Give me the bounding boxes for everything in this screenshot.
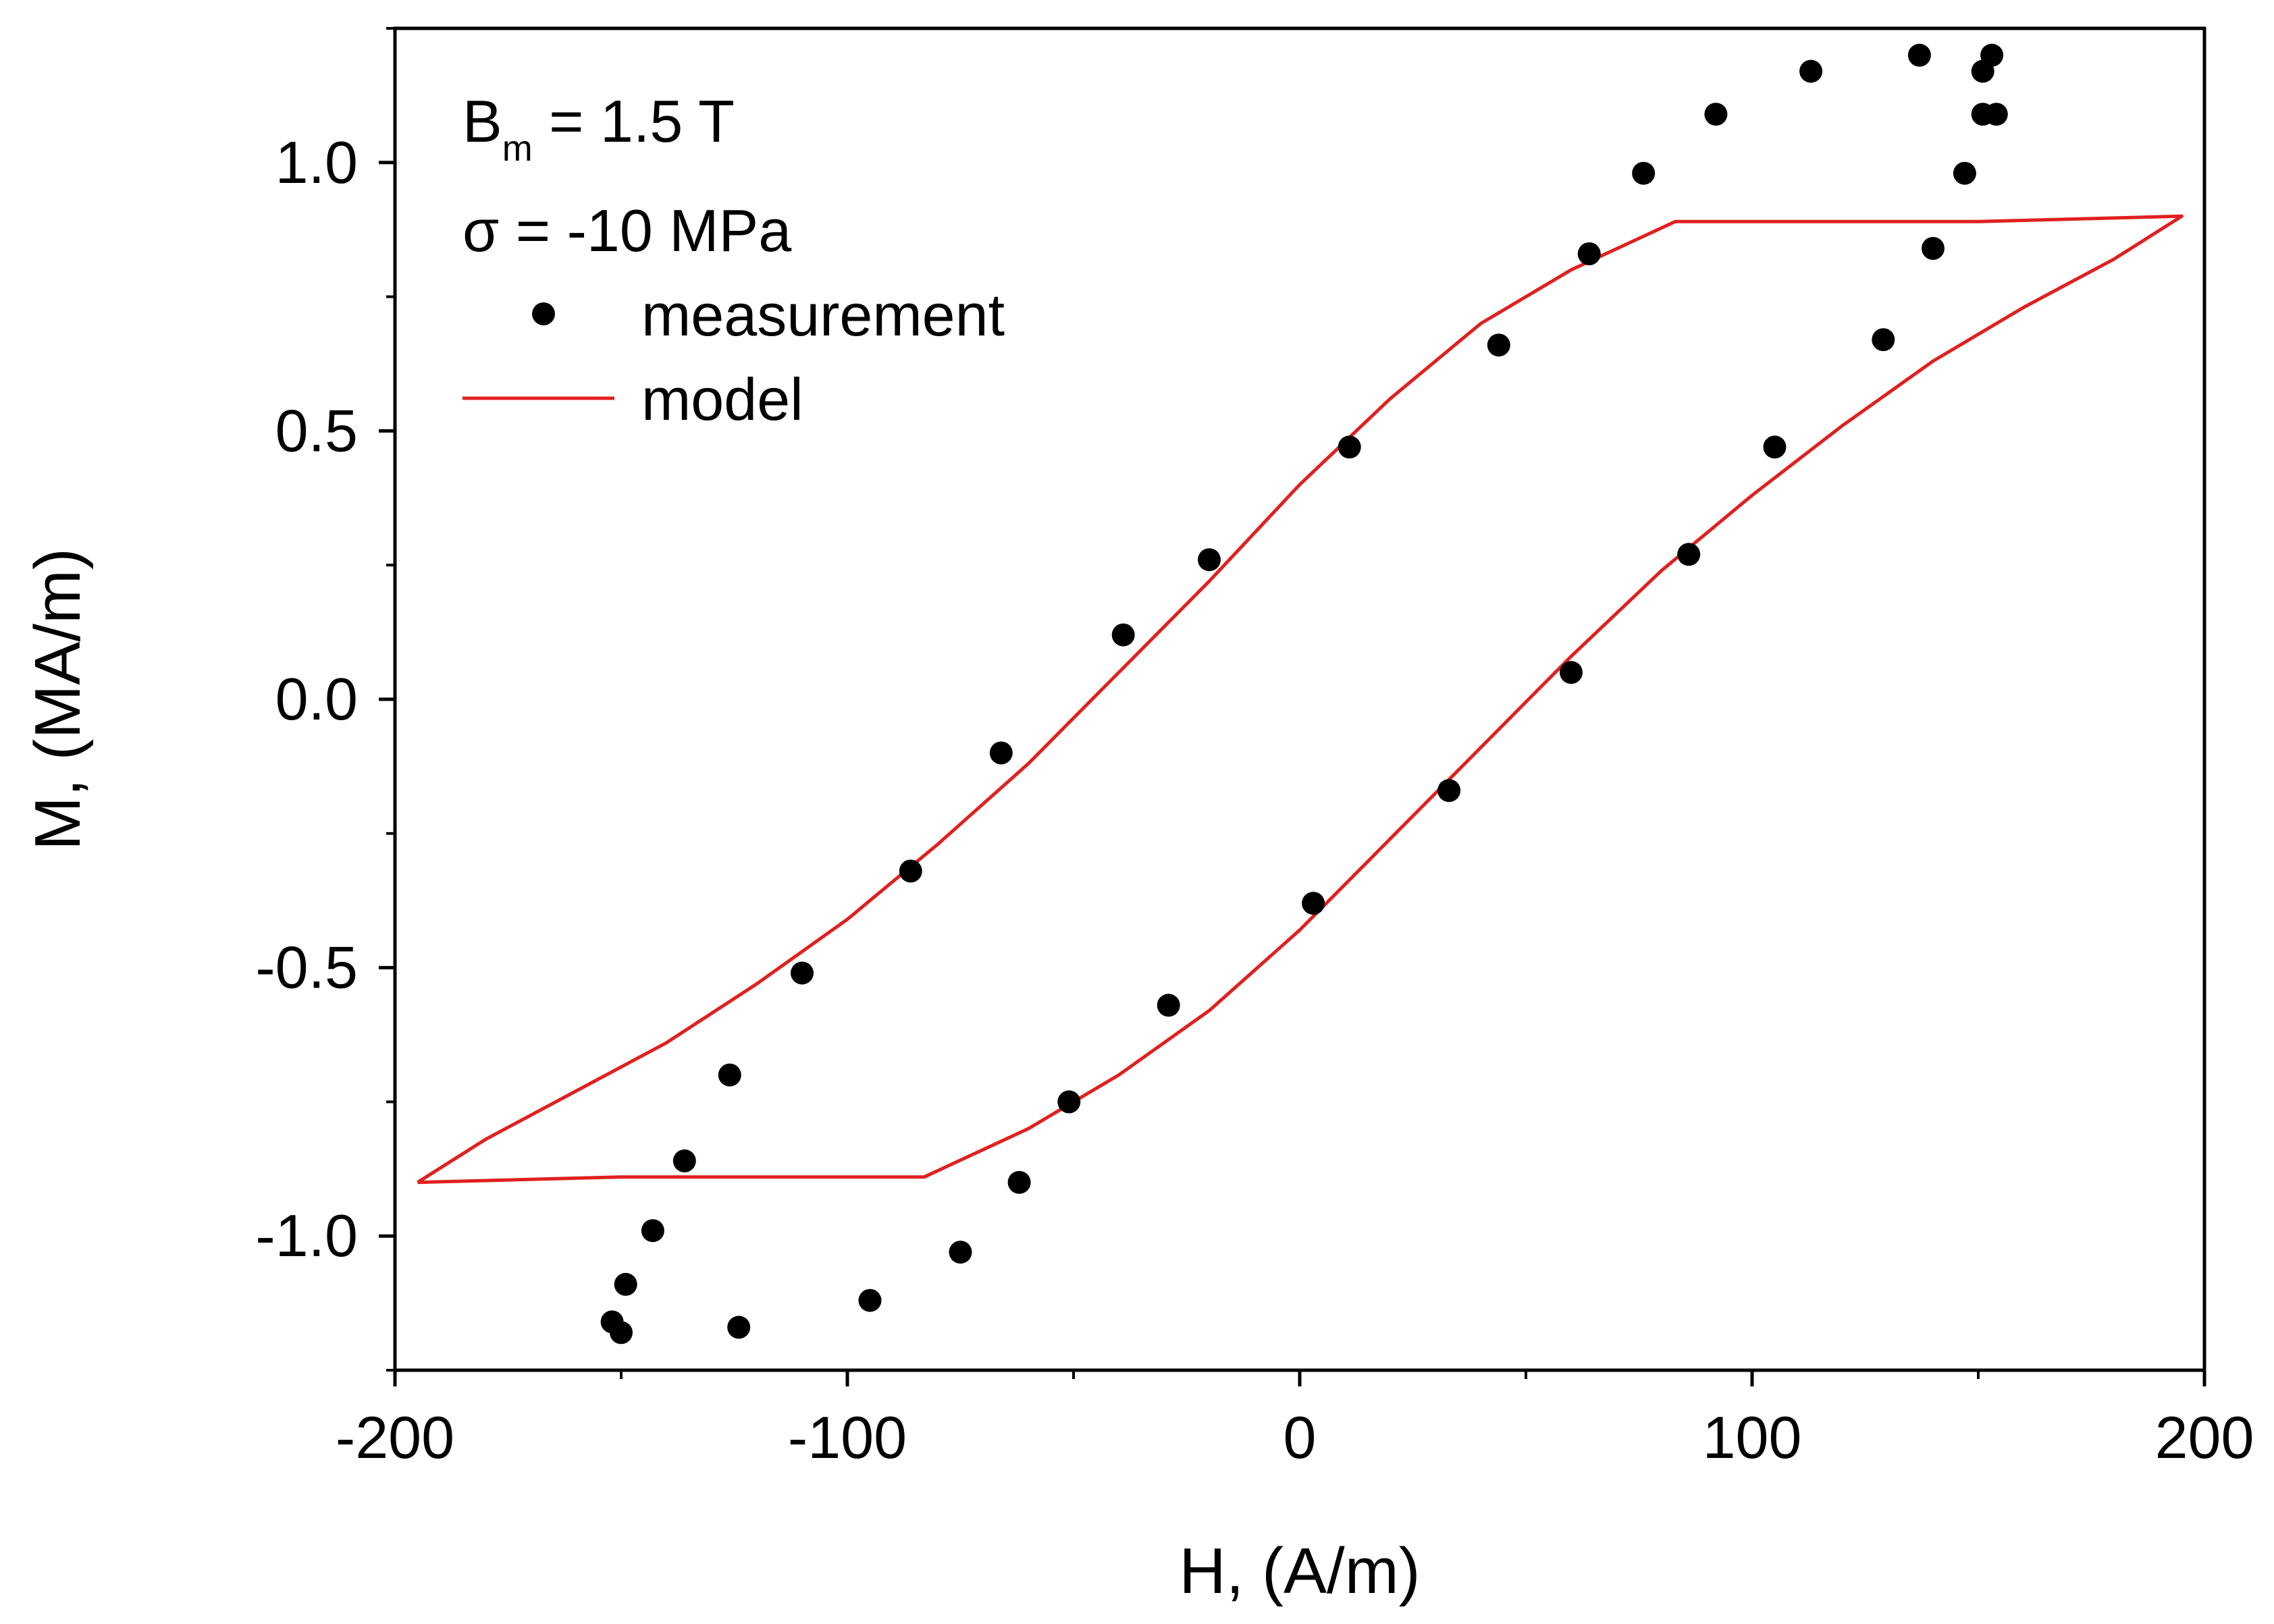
x-tick-label: -200 <box>336 1404 454 1471</box>
measurement-point <box>614 1272 637 1296</box>
measurement-point <box>1007 1170 1031 1194</box>
measurement-point <box>1799 59 1823 83</box>
measurement-point <box>1198 548 1221 572</box>
measurement-point <box>1111 623 1135 647</box>
legend-measurement-label: measurement <box>641 281 1005 348</box>
measurement-point <box>1560 661 1583 684</box>
measurement-point <box>1437 779 1461 803</box>
measurement-point <box>899 859 922 883</box>
x-axis-ticks: -200 -100 0 100 200 <box>336 1370 2254 1471</box>
y-tick-label: 0.0 <box>275 666 358 732</box>
measurement-point <box>1677 543 1701 566</box>
x-tick-label: 0 <box>1284 1404 1317 1471</box>
x-tick-label: -100 <box>788 1404 907 1471</box>
measurement-point <box>727 1316 751 1339</box>
model-series <box>417 214 2184 1185</box>
measurement-point <box>1971 103 1994 126</box>
measurement-point <box>1338 435 1361 459</box>
measurement-series <box>600 43 2008 1345</box>
y-axis-ticks: -1.0 -0.5 0.0 0.5 1.0 <box>255 27 395 1372</box>
model-line <box>417 214 2184 1185</box>
measurement-point <box>1577 242 1601 265</box>
bm-subscript: m <box>502 128 533 169</box>
sigma-annotation: σ = -10 MPa <box>462 197 791 264</box>
measurement-point <box>641 1219 664 1243</box>
x-tick-label: 100 <box>1703 1404 1802 1471</box>
measurement-point <box>1907 43 1931 67</box>
measurement-point <box>1302 892 1325 915</box>
bm-annotation: Bm = 1.5 T <box>462 88 735 169</box>
y-tick-label: 1.0 <box>275 129 358 196</box>
measurement-point <box>858 1289 882 1312</box>
x-axis-title: H, (A/m) <box>1179 1535 1420 1607</box>
measurement-point <box>1922 237 1945 260</box>
bm-value: = 1.5 T <box>533 88 735 155</box>
measurement-point <box>1704 103 1728 126</box>
legend-model-label: model <box>641 366 803 433</box>
measurement-point <box>1632 161 1656 185</box>
measurement-point <box>1157 994 1180 1017</box>
measurement-point <box>949 1241 972 1264</box>
measurement-point <box>791 961 814 985</box>
measurement-point <box>989 741 1013 765</box>
measurement-point <box>672 1149 696 1172</box>
measurement-point <box>600 1310 624 1334</box>
measurement-point <box>1487 333 1510 357</box>
bm-symbol: B <box>462 88 502 155</box>
legend: measurement model <box>462 281 1005 433</box>
x-tick-label: 200 <box>2155 1404 2254 1471</box>
measurement-point <box>1872 328 1895 352</box>
measurement-point <box>1763 435 1787 459</box>
y-tick-label: -0.5 <box>255 934 358 1001</box>
measurement-point <box>1953 161 1976 185</box>
y-tick-label: 0.5 <box>275 397 358 464</box>
measurement-point <box>1971 59 1994 83</box>
y-tick-label: -1.0 <box>255 1202 358 1269</box>
y-axis-title: M, (MA/m) <box>22 548 94 850</box>
legend-measurement-marker <box>532 302 555 325</box>
measurement-point <box>718 1063 741 1087</box>
measurement-point <box>1057 1090 1081 1114</box>
